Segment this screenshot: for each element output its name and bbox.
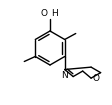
Text: O: O [41,9,48,18]
Text: H: H [51,9,58,18]
Text: N: N [61,70,68,79]
Text: O: O [91,74,98,83]
